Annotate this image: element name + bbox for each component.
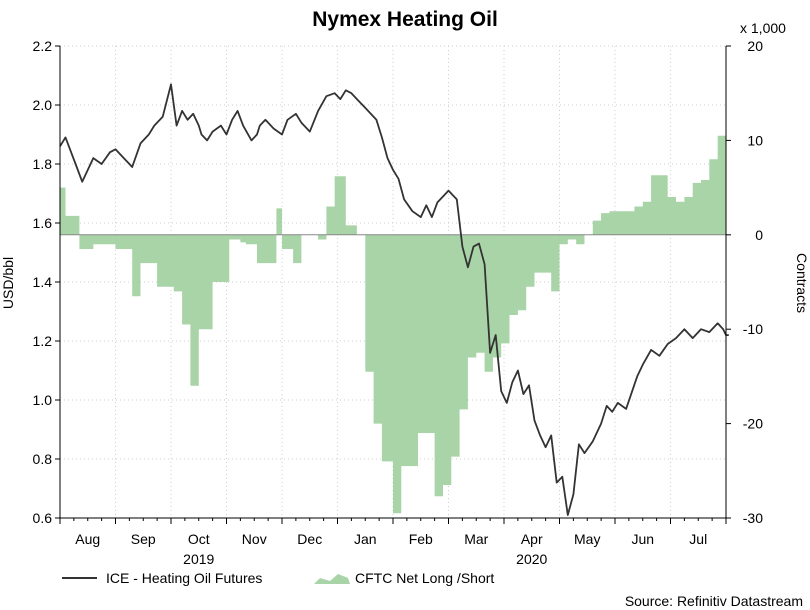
- legend-label-heating-oil: ICE - Heating Oil Futures: [106, 570, 262, 586]
- x-month-label: Dec: [297, 531, 322, 547]
- x-axis-ticks: Aug Sep Oct Nov Dec Jan Feb Mar Apr May Jun Jul 2019…: [59, 518, 727, 567]
- x-month-label: Feb: [409, 531, 433, 547]
- x-month-label: Aug: [75, 531, 100, 547]
- x-month-label: Jul: [689, 531, 707, 547]
- heating-oil-line-layer: [59, 83, 729, 516]
- right-tick-label: 20: [747, 38, 763, 54]
- left-axis-label: USD/bbl: [0, 257, 16, 309]
- right-tick-label: -10: [743, 321, 763, 337]
- x-month-label: Apr: [521, 531, 543, 547]
- left-tick-label: 0.8: [33, 451, 53, 467]
- x-month-label: Nov: [242, 531, 267, 547]
- right-axis-label: Contracts: [794, 253, 810, 313]
- x-month-label: Mar: [464, 531, 488, 547]
- left-tick-label: 1.4: [33, 274, 53, 290]
- right-tick-label: 10: [747, 132, 763, 148]
- right-tick-label: 0: [755, 227, 763, 243]
- right-tick-label: -20: [743, 416, 763, 432]
- right-tick-label: -30: [743, 510, 763, 526]
- left-tick-label: 1.0: [33, 392, 53, 408]
- cftc-net-position-area: [60, 135, 732, 514]
- chart-title: Nymex Heating Oil: [312, 8, 498, 31]
- left-tick-label: 1.8: [33, 156, 53, 172]
- x-month-label: Jun: [631, 531, 654, 547]
- x-month-label: Oct: [188, 531, 210, 547]
- right-axis-multiplier: x 1,000: [740, 20, 786, 36]
- x-year-label: 2020: [516, 551, 547, 567]
- legend-area-swatch: [314, 574, 350, 584]
- legend: ICE - Heating Oil Futures CFTC Net Long …: [62, 570, 494, 586]
- cftc-area-layer: [60, 135, 732, 514]
- left-tick-label: 1.2: [33, 333, 53, 349]
- left-axis-ticks: 0.6 0.8 1.0 1.2 1.4 1.6 1.8 2.0 2.2: [33, 38, 60, 526]
- x-month-label: Sep: [131, 531, 156, 547]
- legend-label-cftc: CFTC Net Long /Short: [355, 570, 494, 586]
- source-note: Source: Refinitiv Datastream: [625, 593, 803, 609]
- x-year-label: 2019: [183, 551, 214, 567]
- left-tick-label: 0.6: [33, 510, 53, 526]
- left-tick-label: 2.0: [33, 97, 53, 113]
- x-month-label: May: [574, 531, 600, 547]
- left-tick-label: 1.6: [33, 215, 53, 231]
- heating-oil-price-line: [59, 83, 729, 516]
- x-month-label: Jan: [354, 531, 377, 547]
- right-axis-ticks: -30 -20 -10 0 10 20: [726, 38, 763, 526]
- left-tick-label: 2.2: [33, 38, 53, 54]
